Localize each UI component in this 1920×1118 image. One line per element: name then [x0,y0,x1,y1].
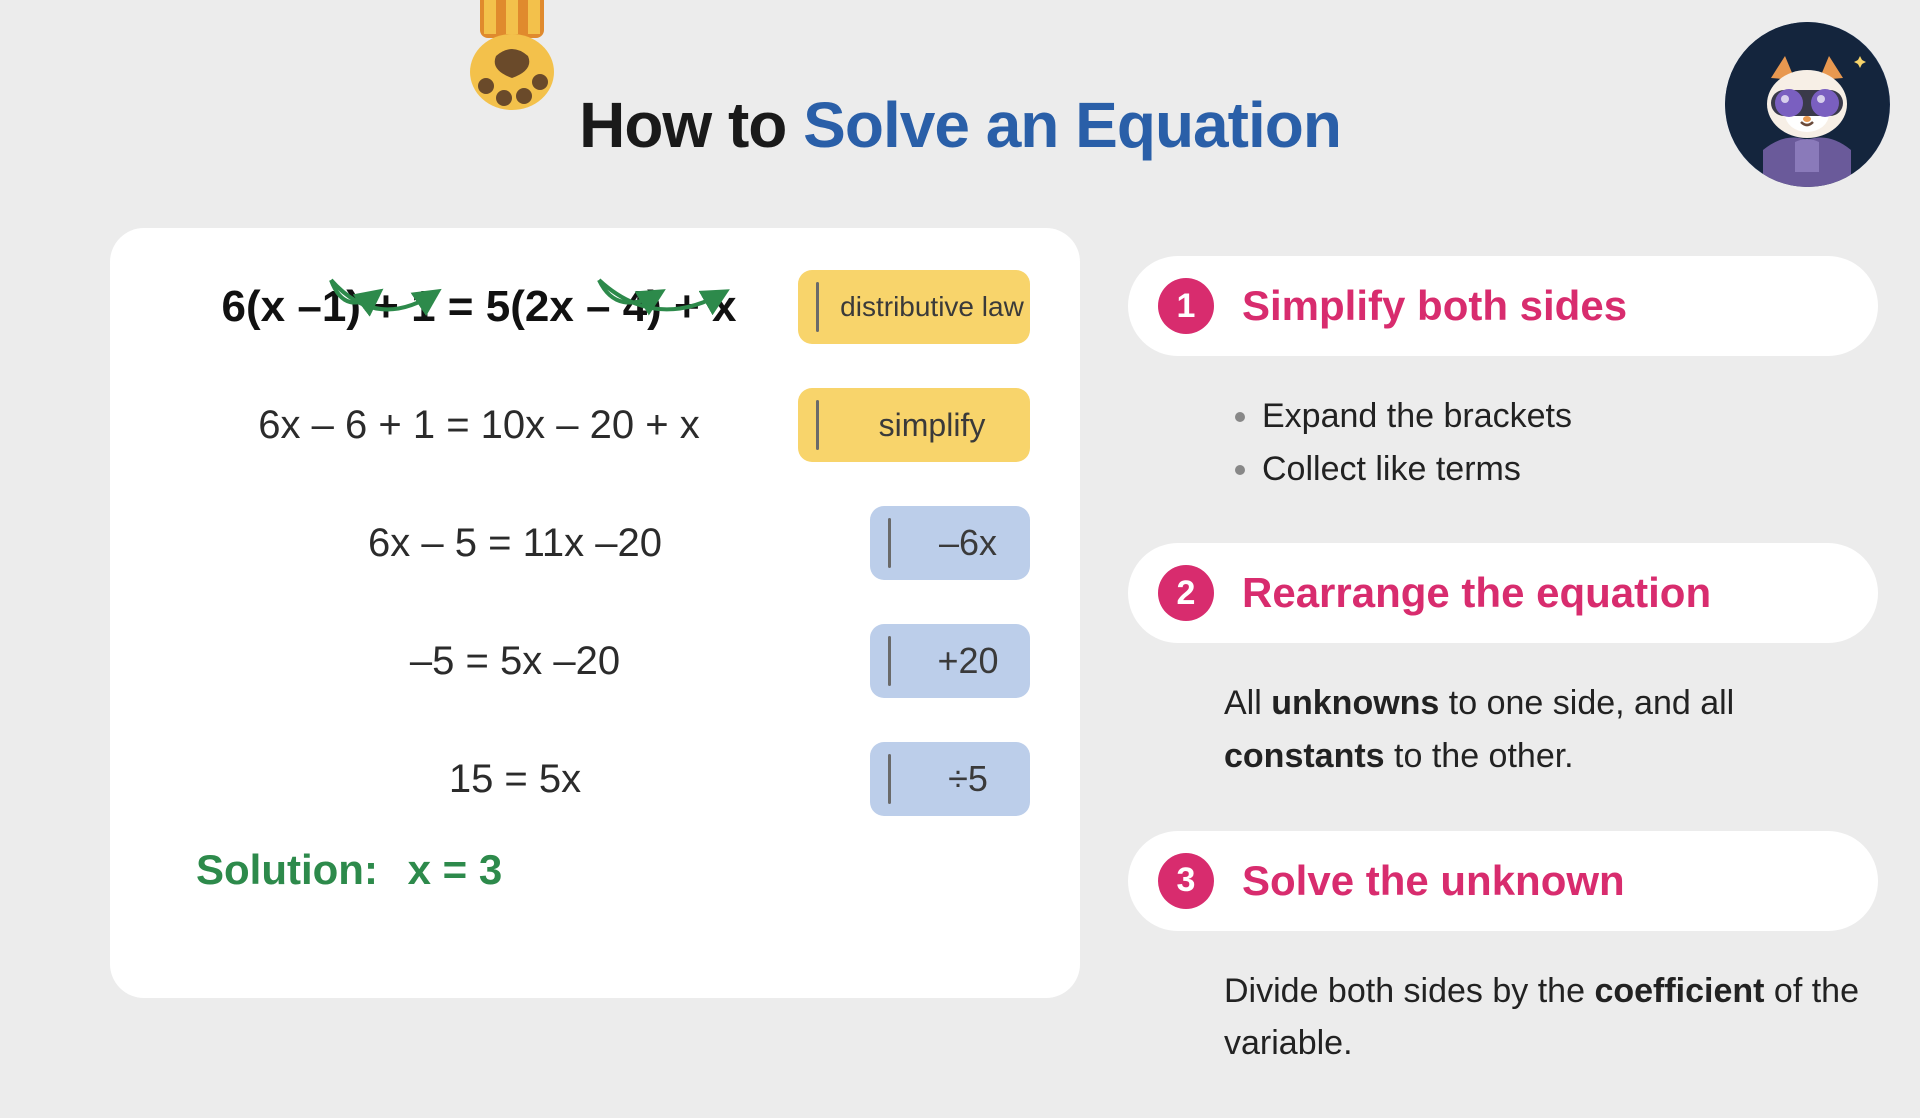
equation-text: 6x – 6 + 1 = 10x – 20 + x [160,403,798,448]
page-title: How to Solve an Equation [0,88,1920,162]
step-pill: 3 Solve the unknown [1128,831,1878,931]
step-body: Expand the brackets Collect like terms [1128,376,1878,543]
step-heading: Simplify both sides [1242,282,1627,330]
step-pill: 1 Simplify both sides [1128,256,1878,356]
title-part1: How to [579,89,803,161]
equation-row: 6(x –1) + 1 = 5(2x – 4) + x distributive… [160,270,1030,344]
solution-line: Solution: x = 3 [160,846,1030,894]
equation-row: –5 = 5x –20 +20 [160,624,1030,698]
equation-text: 15 = 5x [160,757,870,802]
equation-row: 6x – 6 + 1 = 10x – 20 + x simplify [160,388,1030,462]
solution-label: Solution: [196,846,378,893]
steps-panel: 1 Simplify both sides Expand the bracket… [1128,256,1878,1118]
step-tag: ÷5 [870,742,1030,816]
step-body: All unknowns to one side, and all consta… [1128,663,1878,830]
equation-text: 6x – 5 = 11x –20 [160,521,870,566]
step-tag: simplify [798,388,1030,462]
step-number-badge: 3 [1158,853,1214,909]
step-number-badge: 1 [1158,278,1214,334]
step-pill: 2 Rearrange the equation [1128,543,1878,643]
step-body: Divide both sides by the coefficient of … [1128,951,1878,1118]
list-item: Collect like terms [1262,443,1878,496]
step-tag: distributive law [798,270,1030,344]
equation-row: 15 = 5x ÷5 [160,742,1030,816]
equation-text: 6(x –1) + 1 = 5(2x – 4) + x [160,282,798,332]
step-tag: +20 [870,624,1030,698]
step-heading: Solve the unknown [1242,857,1625,905]
worked-example-card: 6(x –1) + 1 = 5(2x – 4) + x distributive… [110,228,1080,998]
title-part2: Solve an Equation [803,89,1341,161]
step-tag: –6x [870,506,1030,580]
solution-value: x = 3 [408,846,503,893]
equation-row: 6x – 5 = 11x –20 –6x [160,506,1030,580]
equation-text: –5 = 5x –20 [160,639,870,684]
step-heading: Rearrange the equation [1242,569,1711,617]
list-item: Expand the brackets [1262,390,1878,443]
step-number-badge: 2 [1158,565,1214,621]
